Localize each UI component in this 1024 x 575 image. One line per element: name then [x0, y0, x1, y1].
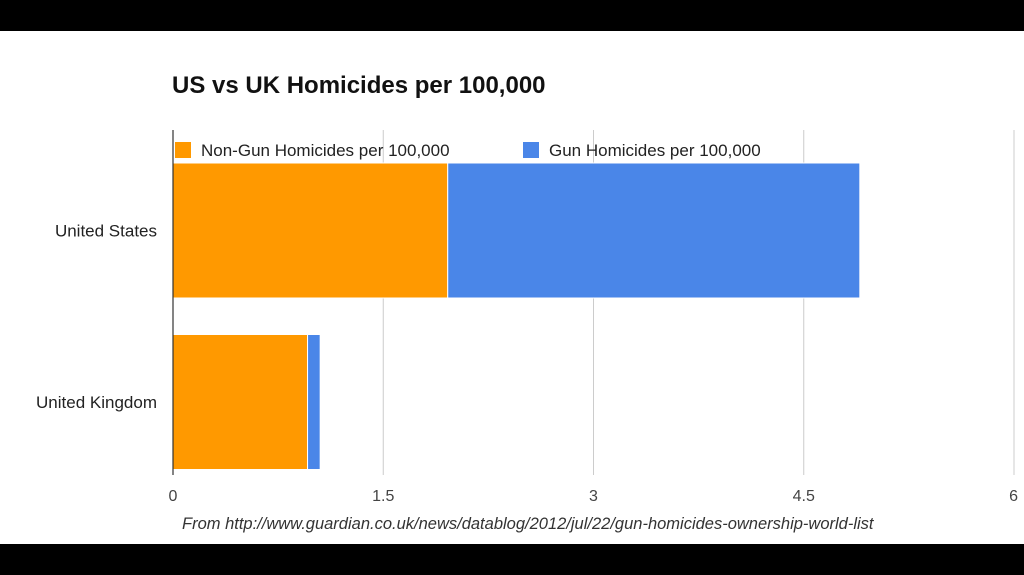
bar-uk-non-gun [172, 334, 309, 470]
legend-swatch-1 [523, 142, 539, 158]
x-tick-label-4: 6 [1009, 488, 1018, 505]
legend-label-1: Gun Homicides per 100,000 [549, 141, 761, 160]
x-tick-label-2: 3 [589, 488, 598, 505]
bar-uk-gun [307, 334, 321, 470]
x-tick-labels: 0 1.5 3 4.5 6 [169, 488, 1019, 505]
x-tick-label-0: 0 [169, 488, 178, 505]
chart-title: US vs UK Homicides per 100,000 [172, 72, 546, 99]
legend-label-0: Non-Gun Homicides per 100,000 [201, 141, 450, 160]
legend: Non-Gun Homicides per 100,000 Gun Homicid… [175, 141, 761, 160]
bar-us-non-gun [172, 162, 449, 299]
category-label-1: United Kingdom [36, 393, 157, 412]
source-note: From http://www.guardian.co.uk/news/data… [182, 515, 874, 533]
category-label-0: United States [55, 222, 157, 241]
x-tick-label-1: 1.5 [372, 488, 394, 505]
legend-swatch-0 [175, 142, 191, 158]
bars [172, 162, 861, 470]
x-tick-label-3: 4.5 [793, 488, 815, 505]
bar-us-gun [447, 162, 861, 299]
category-labels: United States United Kingdom [36, 222, 157, 413]
